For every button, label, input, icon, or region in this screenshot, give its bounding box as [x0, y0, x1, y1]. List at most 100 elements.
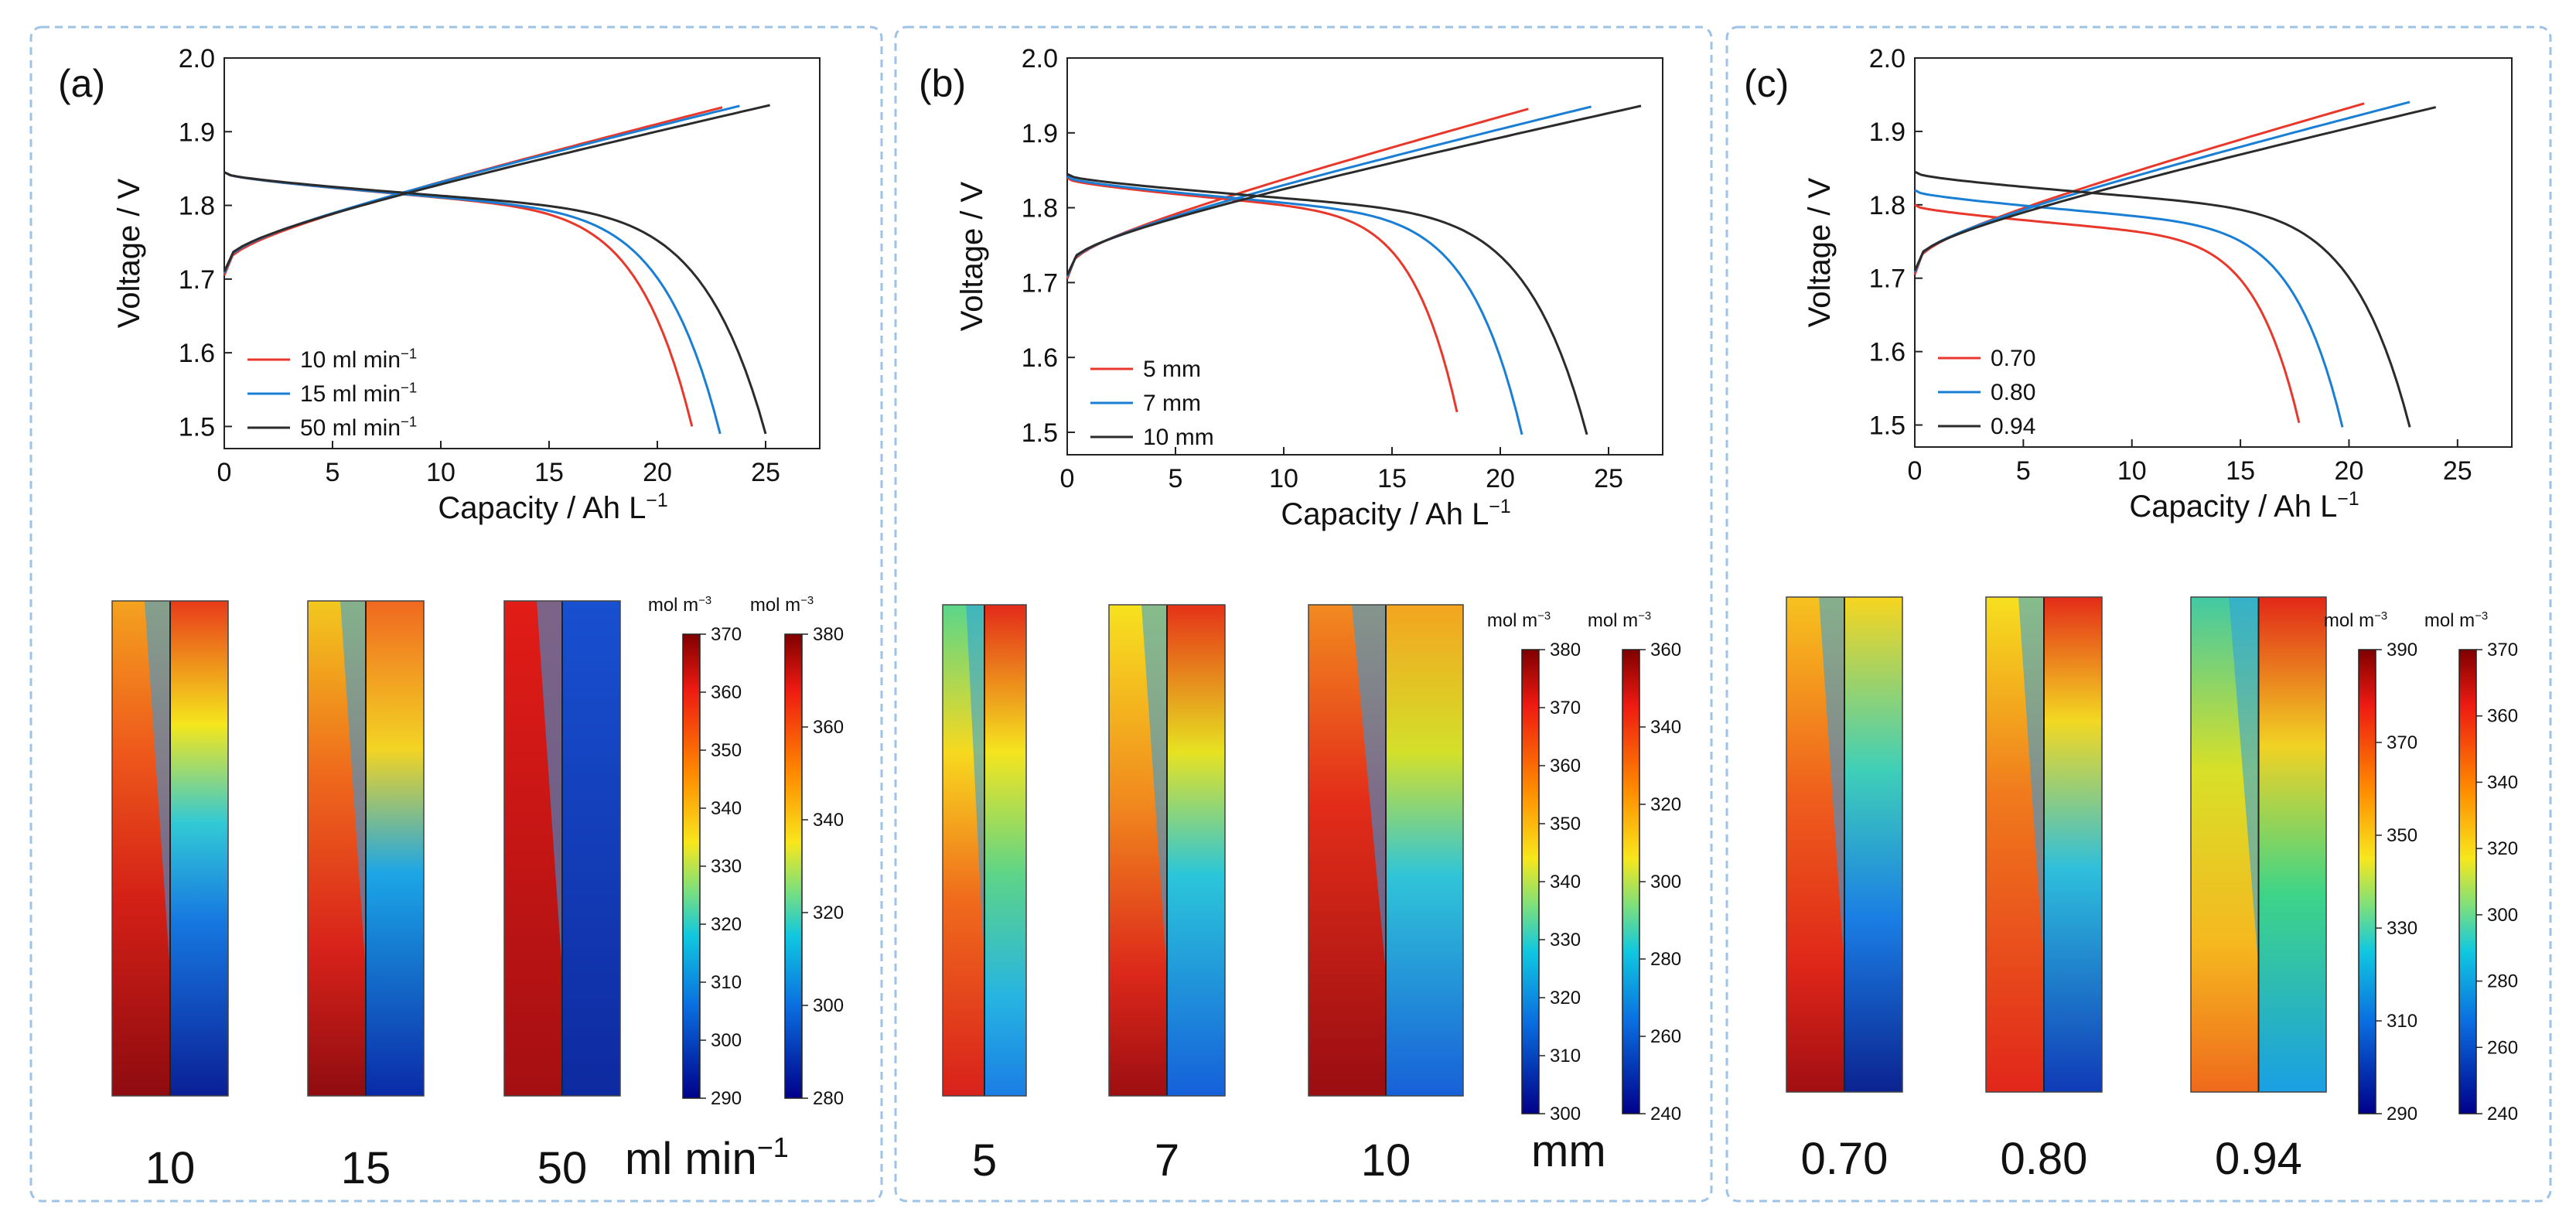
x-tick-label: 5 [326, 458, 340, 487]
map-label: 15 [341, 1143, 391, 1193]
colorbar-tick-label: 260 [1650, 1026, 1681, 1047]
discharge-curve-2 [1914, 170, 2411, 428]
colorbar-tick-label: 330 [1550, 930, 1581, 950]
colorbar [2458, 649, 2477, 1114]
map-label: 7 [1155, 1135, 1179, 1186]
y-tick-label: 1.8 [179, 192, 215, 221]
legend-label: 7 mm [1143, 391, 1201, 416]
x-tick-label: 20 [2335, 456, 2364, 486]
map-right-half [1844, 597, 1902, 1092]
map-wedge [340, 601, 366, 972]
colorbar-tick-label: 300 [1550, 1104, 1581, 1124]
x-tick-label: 10 [2117, 456, 2147, 486]
colorbar-tick-label: 300 [813, 995, 844, 1016]
panel-label: (b) [919, 62, 966, 105]
y-axis-label: Voltage / V [1803, 177, 1837, 327]
concentration-map-7 [1108, 604, 1226, 1097]
concentration-map-10 [1308, 604, 1464, 1097]
map-border [1786, 596, 1903, 1093]
colorbar [2358, 649, 2376, 1114]
plot-area [223, 57, 821, 449]
map-border [1308, 604, 1464, 1097]
colorbar [1521, 649, 1540, 1114]
x-tick-label: 0 [217, 458, 232, 487]
panel-c: (c) 0 5 10 15 20 25 1.5 1.6 1.7 1.8 1.9 2.0 Capacity … [1725, 26, 2552, 1203]
x-tick-label: 25 [2443, 456, 2472, 486]
y-tick-label: 1.8 [1869, 191, 1906, 220]
map-right-half [170, 601, 228, 1096]
discharge-curve-2 [1066, 172, 1588, 435]
map-border [111, 600, 229, 1097]
colorbar-tick-label: 380 [813, 624, 844, 645]
map-wedge [2018, 597, 2044, 968]
y-tick-label: 1.5 [179, 412, 215, 442]
colorbar [784, 633, 803, 1099]
colorbar-tick-label: 350 [2387, 825, 2417, 846]
panel-frame [1725, 26, 2552, 1203]
legend-label: 50 ml min−1 [300, 414, 417, 441]
charge-curve-0 [1066, 108, 1529, 280]
colorbar-tick-label: 310 [1550, 1046, 1581, 1066]
colorbar-tick-label: 340 [1650, 717, 1681, 738]
colorbar-tick-label: 380 [1550, 640, 1581, 660]
x-tick-label: 10 [426, 458, 455, 487]
colorbar-tick-label: 340 [813, 810, 844, 831]
colorbar-tick-label: 340 [711, 798, 742, 819]
map-right-half [984, 605, 1026, 1096]
x-tick-label: 25 [1594, 464, 1623, 493]
discharge-curve-1 [223, 171, 722, 435]
colorbar-tick-label: 360 [2487, 706, 2518, 727]
map-wedge [1352, 605, 1386, 974]
x-tick-label: 5 [2016, 456, 2031, 486]
y-tick-label: 1.7 [1022, 268, 1058, 298]
colorbar-tick-label: 240 [1650, 1104, 1681, 1124]
y-tick-label: 1.6 [1869, 338, 1906, 367]
colorbar-unit: mol m−3 [648, 595, 711, 616]
colorbar [682, 633, 701, 1099]
colorbar-unit: mol m−3 [750, 595, 814, 616]
charge-curve-1 [1913, 101, 2411, 273]
concentration-map-0.70 [1786, 596, 1903, 1093]
x-axis-label: Capacity / Ah L−1 [1281, 497, 1510, 531]
legend-label: 10 mm [1143, 425, 1214, 450]
map-right-half [1386, 605, 1463, 1096]
colorbar-tick-label: 360 [813, 717, 844, 738]
colorbar-tick-label: 280 [813, 1088, 844, 1109]
x-tick-label: 5 [1169, 464, 1183, 493]
panel-frame [894, 26, 1713, 1203]
y-axis-label: Voltage / V [955, 181, 989, 331]
map-border [2190, 596, 2327, 1093]
colorbar-tick-label: 350 [711, 740, 742, 761]
map-unit-label: mm [1531, 1126, 1606, 1176]
discharge-curve-0 [1066, 176, 1459, 413]
map-right-half [562, 601, 620, 1096]
map-wedge [1819, 597, 1844, 968]
map-right-half [1167, 605, 1225, 1096]
legend-label: 0.80 [1991, 380, 2035, 405]
y-tick-label: 2.0 [179, 44, 215, 73]
map-label: 0.80 [2001, 1134, 2088, 1184]
map-label: 10 [1361, 1135, 1411, 1186]
x-axis-label: Capacity / Ah L−1 [2129, 489, 2359, 524]
colorbar-tick-label: 370 [2387, 732, 2417, 753]
y-tick-label: 1.6 [1022, 343, 1058, 373]
concentration-map-0.94 [2190, 596, 2327, 1093]
charge-curve-0 [1913, 102, 2365, 275]
colorbar-tick-label: 370 [711, 624, 742, 645]
legend-label: 0.94 [1991, 414, 2035, 439]
colorbar-tick-label: 360 [1550, 756, 1581, 776]
charge-curve-2 [223, 104, 770, 272]
colorbar-tick-label: 310 [2387, 1011, 2417, 1032]
concentration-map-50 [503, 600, 621, 1097]
y-tick-label: 2.0 [1869, 44, 1906, 73]
legend-label: 5 mm [1143, 357, 1201, 382]
map-border [1108, 604, 1226, 1097]
colorbar-tick-label: 280 [2487, 971, 2518, 992]
colorbar-tick-label: 290 [2387, 1104, 2417, 1124]
map-border [942, 604, 1027, 1097]
x-tick-label: 0 [1908, 456, 1923, 486]
plot-area [1066, 57, 1663, 456]
map-border [1985, 596, 2103, 1093]
y-tick-label: 1.8 [1022, 194, 1058, 224]
colorbar-tick-label: 240 [2487, 1104, 2518, 1124]
